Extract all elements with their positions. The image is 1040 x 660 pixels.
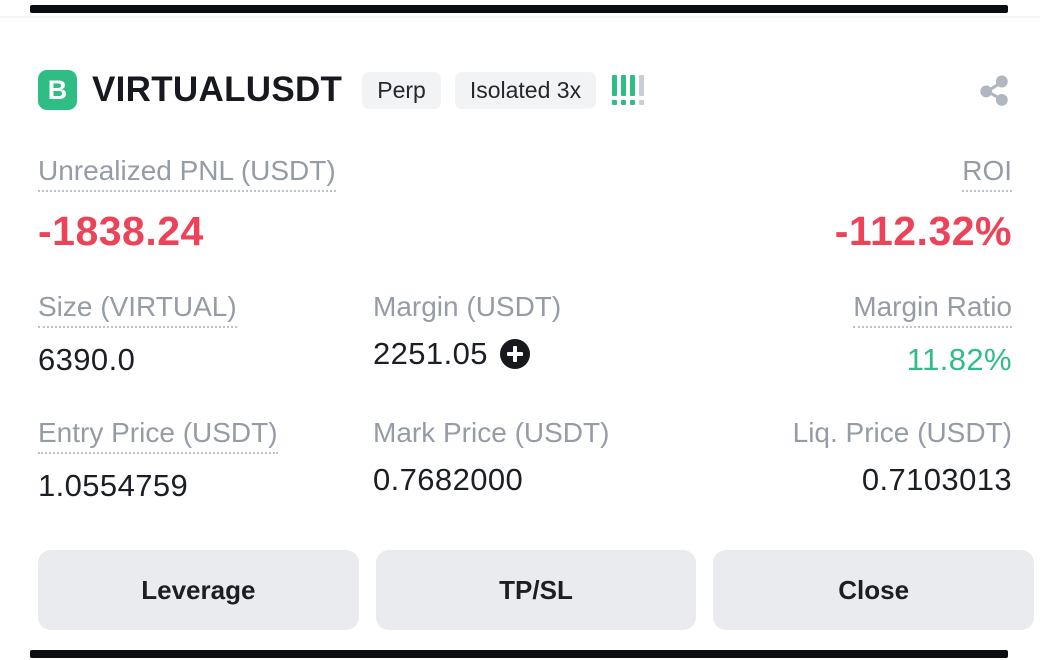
position-card: B VIRTUALUSDT Perp Isolated 3x U [38, 70, 1035, 630]
size-cell: Size (VIRTUAL) 6390.0 [38, 292, 373, 378]
signal-strength-bars-icon [612, 75, 645, 105]
entry-price-label[interactable]: Entry Price (USDT) [38, 418, 278, 454]
tpsl-button[interactable]: TP/SL [375, 550, 697, 630]
position-header: B VIRTUALUSDT Perp Isolated 3x [38, 70, 1012, 110]
margin-label: Margin (USDT) [373, 291, 562, 322]
liq-price-cell: Liq. Price (USDT) 0.7103013 [693, 417, 1012, 504]
entry-price-cell: Entry Price (USDT) 1.0554759 [38, 418, 373, 504]
contract-type-tag: Perp [362, 71, 441, 109]
roi-value: -112.32% [834, 208, 1012, 254]
unrealized-pnl-value: -1838.24 [38, 208, 204, 254]
leverage-button[interactable]: Leverage [38, 550, 359, 630]
symbol-title: VIRTUALUSDT [92, 70, 343, 109]
add-margin-plus-icon[interactable] [499, 339, 530, 369]
top-divider [0, 16, 1040, 18]
share-button[interactable] [976, 72, 1012, 108]
margin-ratio-value: 11.82% [906, 342, 1012, 377]
margin-value: 2251.05 [373, 336, 488, 371]
close-position-button[interactable]: Close [713, 550, 1035, 630]
share-icon [980, 75, 1008, 106]
margin-ratio-label[interactable]: Margin Ratio [853, 292, 1012, 328]
size-margin-row: Size (VIRTUAL) 6390.0 Margin (USDT) 2251… [38, 292, 1012, 378]
roi-label[interactable]: ROI [962, 156, 1012, 192]
bottom-edge-dark-strip [30, 650, 1008, 658]
liq-price-label: Liq. Price (USDT) [792, 417, 1012, 448]
roi-cell: ROI -112.32% [525, 156, 1012, 254]
top-edge-dark-strip [30, 5, 1008, 13]
action-button-row: Leverage TP/SL Close [38, 550, 1035, 630]
size-label[interactable]: Size (VIRTUAL) [38, 292, 237, 328]
mark-price-value: 0.7682000 [373, 462, 524, 497]
price-row: Entry Price (USDT) 1.0554759 Mark Price … [38, 418, 1012, 504]
margin-value-row: 2251.05 [373, 336, 693, 372]
entry-price-value: 1.0554759 [38, 468, 189, 503]
margin-cell: Margin (USDT) 2251.05 [373, 292, 693, 378]
buy-side-badge: B [38, 70, 77, 110]
size-value: 6390.0 [38, 342, 136, 377]
unrealized-pnl-cell: Unrealized PNL (USDT) -1838.24 [38, 156, 525, 254]
liq-price-value: 0.7103013 [861, 462, 1012, 497]
mark-price-label: Mark Price (USDT) [373, 417, 610, 448]
mark-price-cell: Mark Price (USDT) 0.7682000 [373, 418, 693, 504]
pnl-roi-row: Unrealized PNL (USDT) -1838.24 ROI -112.… [38, 156, 1012, 254]
unrealized-pnl-label[interactable]: Unrealized PNL (USDT) [38, 156, 336, 192]
margin-mode-tag: Isolated 3x [454, 71, 597, 109]
margin-ratio-cell: Margin Ratio 11.82% [693, 292, 1012, 378]
